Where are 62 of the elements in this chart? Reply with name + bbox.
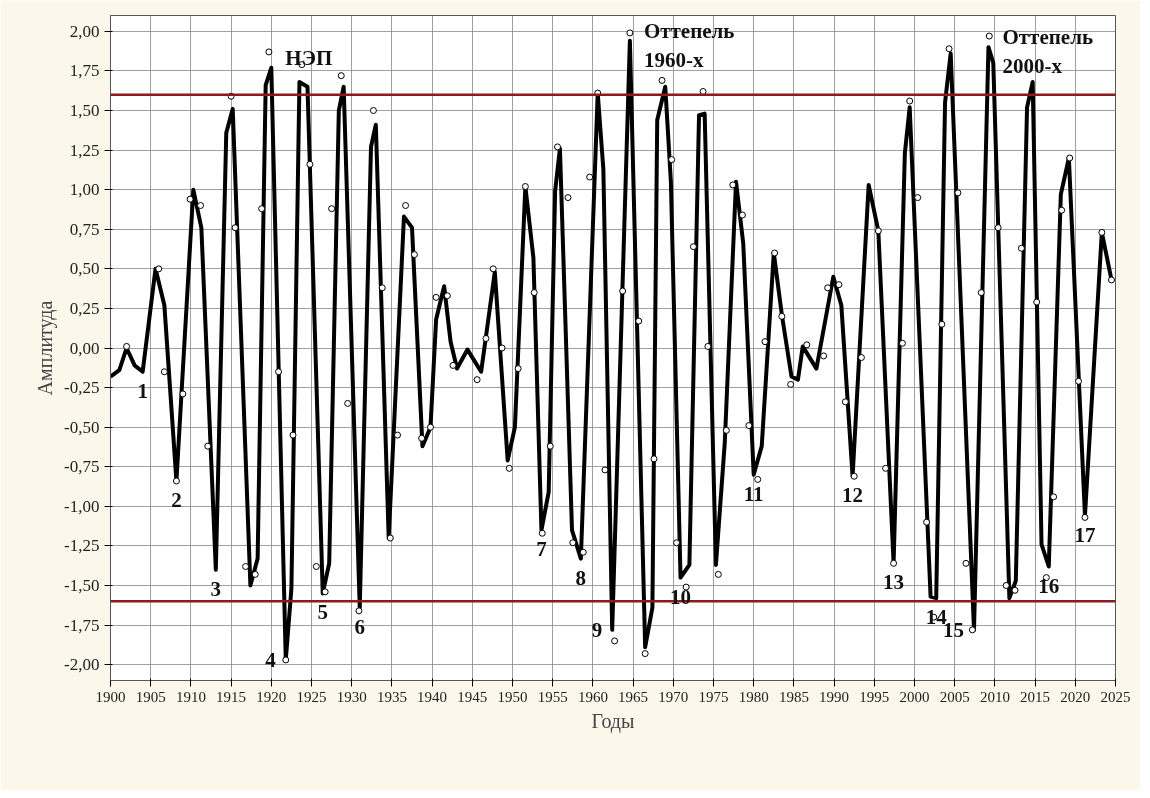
x-tick-label: 1915 <box>216 688 247 705</box>
y-tick-label: -0,25 <box>64 378 100 398</box>
x-tick-label: 2015 <box>1020 688 1051 705</box>
annotation: 4 <box>265 647 277 672</box>
annotation: 7 <box>536 537 547 562</box>
x-tick-label: 1970 <box>658 688 689 705</box>
x-tick-label: 1955 <box>537 688 568 705</box>
x-tick-label: 1965 <box>618 688 649 705</box>
x-tick-label: 1995 <box>859 688 890 705</box>
y-tick-label: -0,50 <box>64 417 100 437</box>
annotation: 12 <box>842 483 864 508</box>
y-tick-label: 1,50 <box>69 101 100 120</box>
x-tick-label: 1925 <box>296 688 327 705</box>
x-tick-label: 1935 <box>376 688 407 705</box>
annotation: 11 <box>743 481 764 506</box>
x-tick-label: 1980 <box>738 688 769 705</box>
y-tick-label: 0,75 <box>69 219 100 239</box>
x-tick-label: 1930 <box>336 688 367 705</box>
x-tick-label: 2000 <box>899 688 930 705</box>
y-tick-label: 0,00 <box>69 338 100 358</box>
x-tick-label: 2005 <box>939 688 970 705</box>
x-tick-label: 1910 <box>175 688 206 705</box>
annotation: НЭП <box>285 45 333 70</box>
annotation: 13 <box>883 570 905 595</box>
y-tick-label: 0,25 <box>69 298 100 318</box>
y-tick-label: -1,25 <box>64 536 100 556</box>
x-tick-label: 2020 <box>1060 688 1091 705</box>
y-tick-label: -0,75 <box>64 457 100 477</box>
y-tick-label: -1,75 <box>64 615 100 635</box>
y-tick-label: -1,00 <box>64 496 100 516</box>
y-axis-title: Амплитуда <box>34 300 58 396</box>
x-tick-label: 1940 <box>417 688 448 705</box>
x-tick-label: 1990 <box>819 688 850 705</box>
x-tick-label: 1960 <box>577 688 608 705</box>
annotation: 1 <box>137 378 148 403</box>
y-tick-label: -2,00 <box>64 655 100 675</box>
x-tick-label: 2010 <box>979 688 1010 705</box>
y-tick-label: 1,75 <box>69 61 100 81</box>
y-tick-label: -1,50 <box>64 576 100 595</box>
annotation: 16 <box>1038 573 1060 598</box>
annotation: 3 <box>210 576 222 601</box>
y-tick-label: 2,00 <box>69 21 100 41</box>
annotation: 17 <box>1074 522 1096 547</box>
x-tick-label: 1905 <box>135 688 166 705</box>
annotation: Оттепель 2000-х <box>1002 25 1094 78</box>
y-tick-label: 1,00 <box>69 180 100 200</box>
x-tick-label: 1945 <box>457 688 488 705</box>
annotation: 6 <box>354 614 365 639</box>
y-tick-label: 0,50 <box>69 259 100 279</box>
annotation: 2 <box>171 488 182 512</box>
x-tick-label: 1950 <box>497 688 528 705</box>
x-tick-label: 2025 <box>1100 688 1131 705</box>
x-tick-label: 1985 <box>778 688 809 705</box>
annotation: 9 <box>591 617 603 642</box>
x-tick-label: 1900 <box>95 688 126 705</box>
x-tick-label: 1975 <box>698 688 729 705</box>
x-axis-title: Годы <box>591 709 635 733</box>
annotation: 8 <box>575 565 587 590</box>
annotation: Оттепель 1960-х <box>643 18 735 72</box>
annotation: 5 <box>317 600 329 625</box>
y-tick-label: 1,25 <box>69 140 100 160</box>
x-tick-label: 1920 <box>256 688 287 705</box>
